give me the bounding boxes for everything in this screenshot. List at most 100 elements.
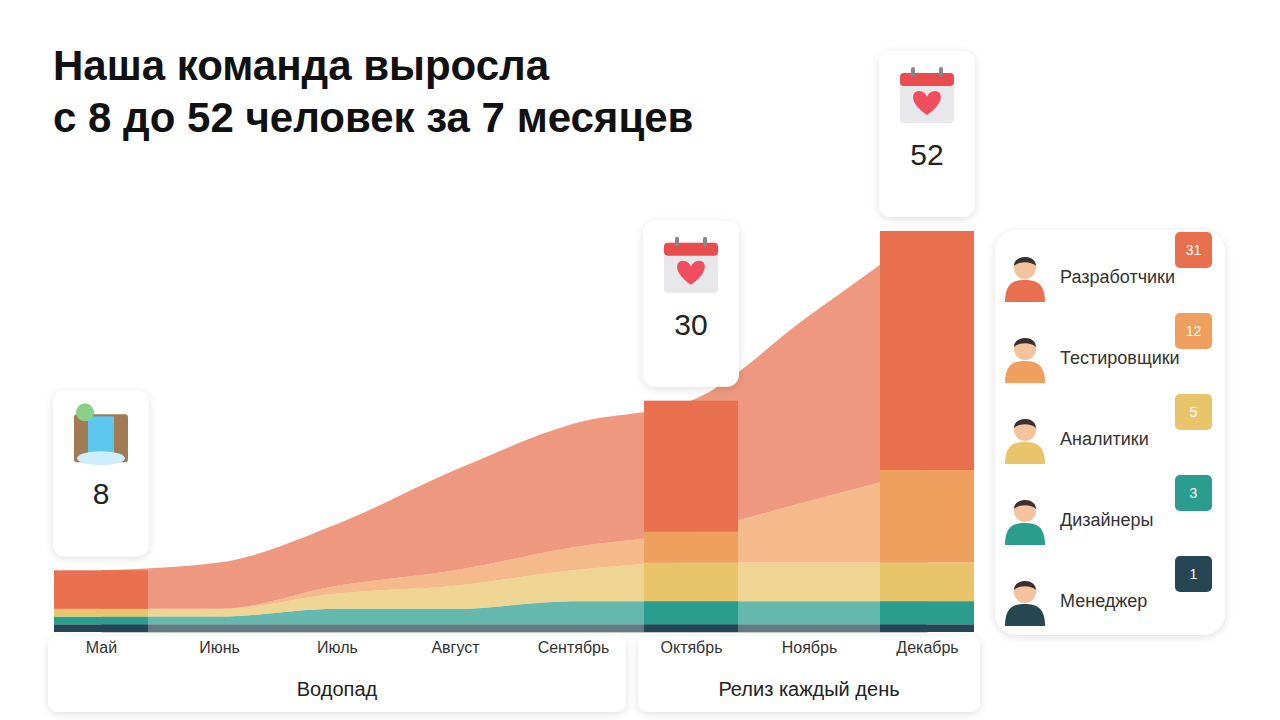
icon-part	[1014, 500, 1036, 509]
phase-label: Водопад	[297, 678, 378, 700]
icon-part	[911, 67, 915, 77]
callout-icon	[664, 237, 718, 293]
block-segment	[644, 563, 738, 602]
phase-panels: Водопад Релиз каждый день	[48, 636, 980, 712]
x-tick-label: Июль	[317, 639, 358, 656]
block-segment	[644, 401, 738, 532]
legend-entry: 12Тестировщики	[1005, 313, 1212, 383]
legend-icon	[1005, 581, 1045, 626]
icon-part	[664, 243, 718, 293]
legend-entry: 1 Менеджер	[1005, 556, 1212, 626]
callout-box	[879, 51, 975, 217]
block-segment	[880, 563, 974, 602]
legend-count: 3	[1190, 485, 1198, 501]
icon-part	[1014, 419, 1036, 441]
callout: 30	[643, 221, 739, 387]
block-segment	[54, 609, 148, 617]
legend: 31 Разработчики 12Тестировщики 5Аналитики 3 Д…	[995, 230, 1225, 635]
icon-part	[1005, 361, 1045, 383]
x-tick: Ноябрь	[782, 632, 838, 656]
legend-badge	[1175, 556, 1212, 592]
icon-part	[1014, 257, 1036, 266]
callout: 8	[53, 390, 149, 556]
flow-area	[101, 624, 927, 632]
x-tick: Июнь	[199, 632, 240, 656]
x-tick-label: Июнь	[199, 639, 240, 656]
x-tick-label: Август	[431, 639, 480, 656]
title-line: Наша команда выросла	[53, 42, 550, 89]
icon-part	[677, 261, 705, 285]
callout-icon	[900, 67, 954, 123]
icon-part	[900, 73, 954, 86]
x-tick: Август	[431, 632, 480, 656]
legend-label: Дизайнеры	[1060, 510, 1153, 530]
legend-box	[995, 230, 1225, 635]
callout-value: 8	[93, 477, 110, 510]
callout-value: 30	[674, 308, 707, 341]
callout-value: 52	[910, 138, 943, 171]
x-tick-label: Декабрь	[896, 639, 958, 656]
icon-part	[1014, 500, 1036, 522]
x-tick-label: Октябрь	[660, 639, 722, 656]
legend-count: 1	[1190, 566, 1198, 582]
icon-part	[1014, 581, 1036, 603]
legend-count: 12	[1186, 323, 1202, 339]
legend-icon	[1005, 500, 1045, 545]
phase-label: Релиз каждый день	[718, 678, 899, 700]
legend-icon	[1005, 257, 1045, 302]
legend-badge	[1175, 232, 1212, 268]
x-tick: Июль	[317, 632, 358, 656]
icon-part	[664, 243, 718, 256]
icon-part	[88, 416, 114, 456]
legend-label: Менеджер	[1060, 591, 1147, 611]
icon-part	[900, 73, 954, 123]
callout-box	[53, 390, 149, 556]
icon-part	[939, 67, 943, 77]
legend-entry: 31 Разработчики	[1005, 232, 1212, 302]
icon-part	[1014, 581, 1036, 590]
block-segment	[880, 231, 974, 470]
block-segment	[54, 617, 148, 625]
icon-part	[703, 237, 707, 247]
phase-panel	[638, 636, 980, 712]
title-line: с 8 до 52 человек за 7 месяцев	[53, 94, 693, 141]
x-tick-label: Ноябрь	[782, 639, 838, 656]
icon-part	[77, 451, 125, 465]
block-segment	[880, 470, 974, 563]
x-tick-label: Сентябрь	[538, 639, 610, 656]
phase-panel	[48, 636, 626, 712]
x-tick: Сентябрь	[538, 632, 610, 656]
chart-svg: Наша команда выросла с 8 до 52 человек за…	[0, 0, 1280, 720]
title: Наша команда выросла с 8 до 52 человек за…	[53, 42, 693, 141]
x-tick: Октябрь	[660, 632, 722, 656]
icon-part	[1014, 419, 1036, 428]
icon-part	[1005, 442, 1045, 464]
block-segment	[644, 601, 738, 624]
x-axis: Май Июнь Июль Август Сентябрь Октябрь Ноябрь Де…	[86, 632, 959, 656]
legend-label: Аналитики	[1060, 429, 1149, 449]
legend-label: Разработчики	[1060, 267, 1175, 287]
legend-icon	[1005, 338, 1045, 383]
plot-area	[54, 231, 974, 632]
block-segment	[880, 624, 974, 632]
legend-icon	[1005, 419, 1045, 464]
block-segment	[54, 570, 148, 609]
x-tick: Декабрь	[896, 632, 958, 656]
flow-area	[101, 231, 927, 609]
x-axis-line	[102, 632, 928, 633]
icon-part	[1014, 338, 1036, 360]
legend-badge	[1175, 475, 1212, 511]
icon-part	[913, 91, 941, 115]
icon-part	[1005, 523, 1045, 545]
icon-part	[1005, 604, 1045, 626]
x-tick-label: Май	[86, 639, 117, 656]
x-tick: Май	[86, 632, 117, 656]
block-segment	[644, 532, 738, 563]
callout-box	[643, 221, 739, 387]
block-segment	[644, 624, 738, 632]
icon-part	[1014, 338, 1036, 347]
legend-entry: 5Аналитики	[1005, 394, 1212, 464]
block-segment	[880, 601, 974, 624]
legend-badge	[1175, 313, 1212, 349]
legend-count: 31	[1186, 242, 1202, 258]
